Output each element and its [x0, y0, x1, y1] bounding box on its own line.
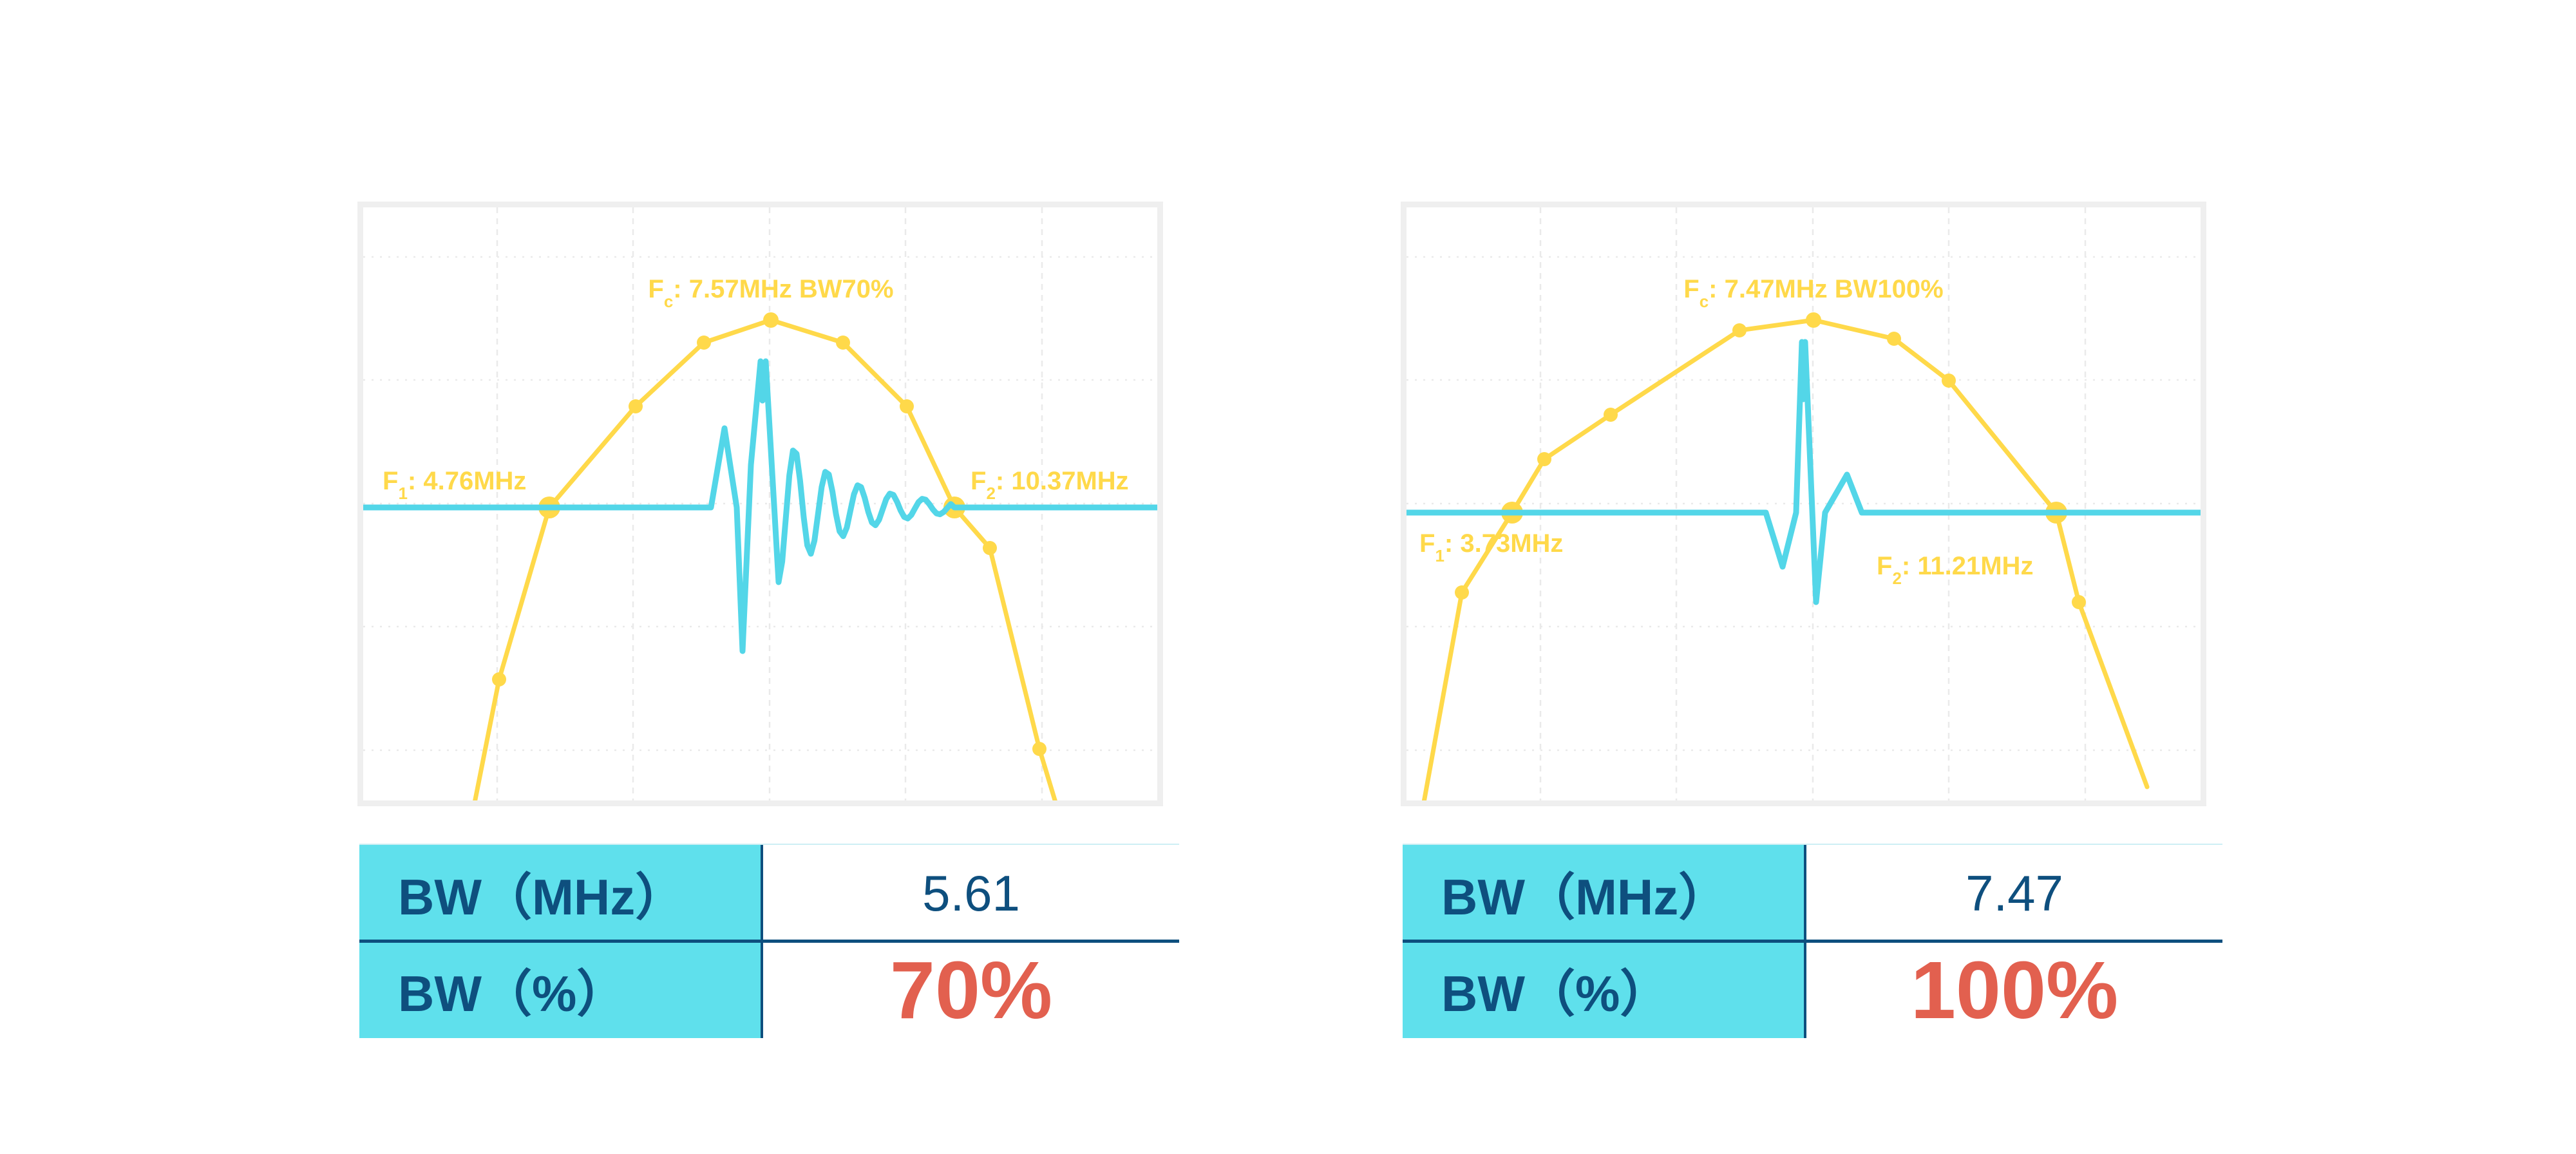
svg-text:F1: 4.76MHz: F1: 4.76MHz — [383, 467, 526, 503]
svg-text:F2: 11.21MHz: F2: 11.21MHz — [1877, 552, 2033, 588]
svg-text:F1: 3.73MHz: F1: 3.73MHz — [1419, 529, 1563, 565]
svg-text:Fc: 7.57MHz BW70%: Fc: 7.57MHz BW70% — [648, 275, 893, 311]
svg-text:F2: 10.37MHz: F2: 10.37MHz — [971, 467, 1129, 503]
svg-text:Fc: 7.47MHz BW100%: Fc: 7.47MHz BW100% — [1683, 275, 1943, 311]
